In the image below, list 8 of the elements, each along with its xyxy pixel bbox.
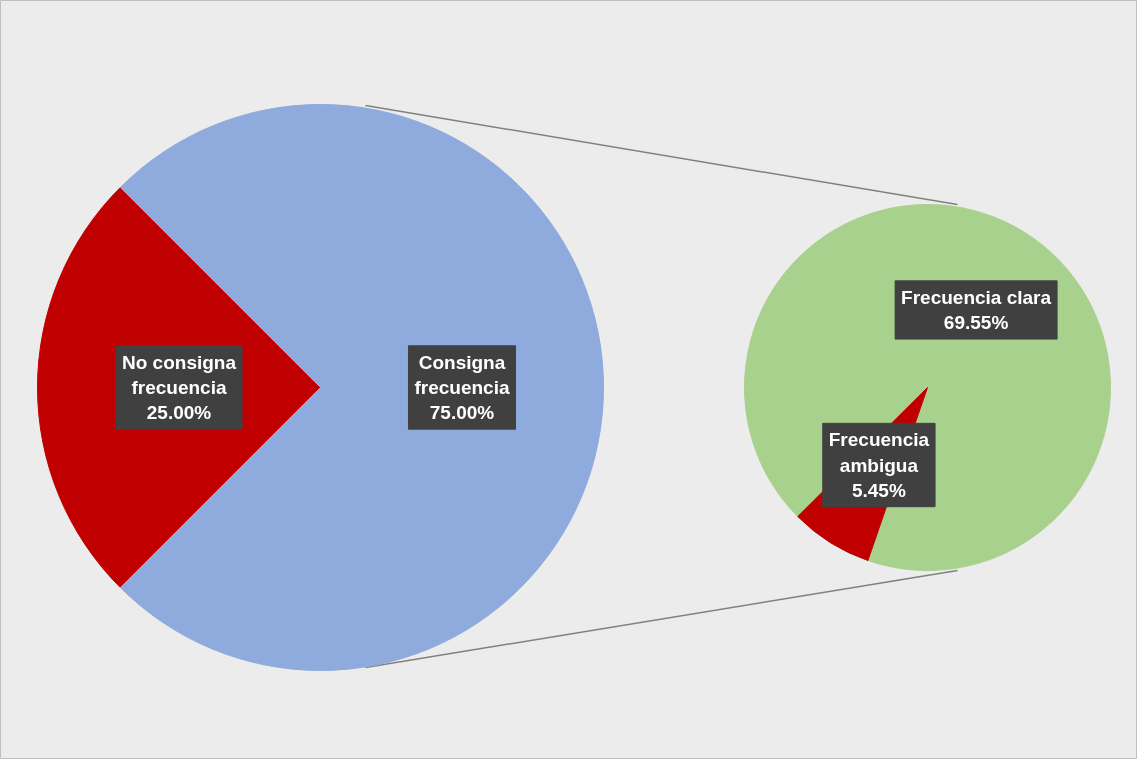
data-label: 69.55% [943, 312, 1009, 334]
data-label: 25.00% [146, 402, 212, 424]
slice-label: No consigna frecuencia [122, 351, 237, 398]
slice-label: Consigna frecuencia [414, 351, 510, 398]
slice-label: Frecuencia clara [901, 286, 1052, 308]
slice-label: Frecuencia ambigua [828, 429, 930, 476]
data-label: 5.45% [851, 479, 906, 501]
data-label: 75.00% [429, 402, 495, 424]
